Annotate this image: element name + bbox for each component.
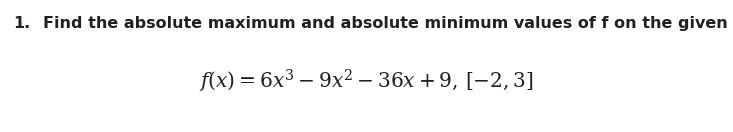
Text: $f(x) = 6x^3 - 9x^2 - 36x + 9, \,[-2, 3]$: $f(x) = 6x^3 - 9x^2 - 36x + 9, \,[-2, 3]… <box>199 68 534 95</box>
Text: Find the absolute maximum and absolute minimum values of f on the given interval: Find the absolute maximum and absolute m… <box>43 16 733 31</box>
Text: 1.: 1. <box>13 16 31 31</box>
